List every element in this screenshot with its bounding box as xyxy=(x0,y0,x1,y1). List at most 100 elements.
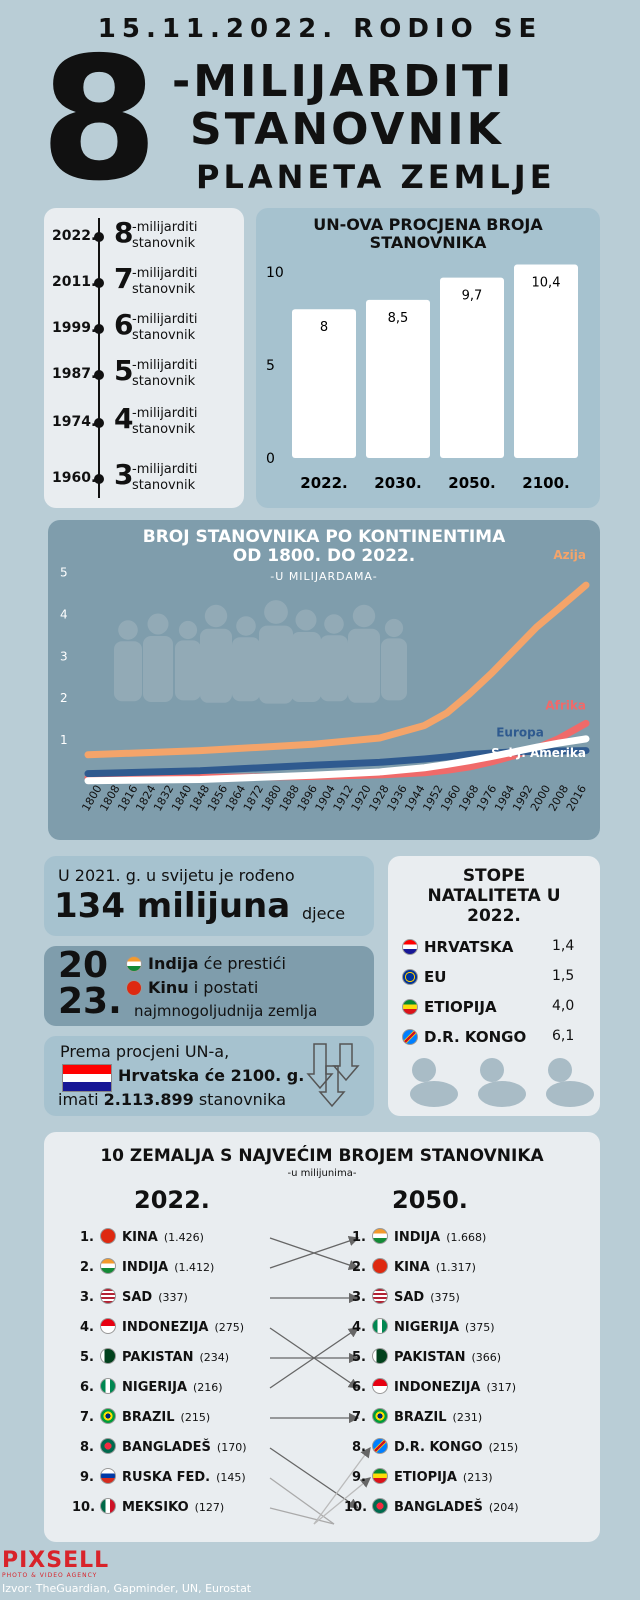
natality-value: 6,1 xyxy=(552,1028,575,1044)
ranking-row: 5. PAKISTAN (366) xyxy=(344,1348,501,1374)
bar-chart-title: UN-OVA PROCJENA BROJA STANOVNIKA xyxy=(313,215,543,252)
timeline-dot xyxy=(94,232,104,242)
india-year-bottom: 23. xyxy=(58,981,122,1022)
bar-value-label: 8 xyxy=(320,320,328,335)
timeline-text-2: stanovnik xyxy=(132,422,196,437)
ranking-value: (215) xyxy=(488,1441,519,1454)
ranking-row: 5. PAKISTAN (234) xyxy=(72,1348,229,1374)
people-silhouette-icon xyxy=(114,600,407,704)
ranking-rank: 9. xyxy=(80,1470,94,1485)
timeline-year: 1960. xyxy=(52,470,97,486)
natality-country: HRVATSKA xyxy=(424,938,514,956)
line-chart-title: BROJ STANOVNIKA PO KONTINENTIMA OD 1800.… xyxy=(142,527,506,566)
india-panel: 20 23. Indija će prestići Kinu i postati… xyxy=(44,946,374,1026)
ranking-country: SAD xyxy=(122,1290,153,1305)
timeline-number: 4 xyxy=(114,402,134,435)
ranking-country: BRAZIL xyxy=(394,1410,447,1425)
timeline-row: 1999. 6 -milijarditi stanovnik xyxy=(44,306,244,346)
india-text3: najmnogoljudnija zemlja xyxy=(134,1002,318,1020)
timeline-number: 6 xyxy=(114,308,134,341)
ranking-rank: 8. xyxy=(352,1440,366,1455)
timeline-text-2: stanovnik xyxy=(132,282,196,297)
ranking-row: 6. INDONEZIJA (317) xyxy=(344,1378,516,1404)
line-series-label: Afrika xyxy=(545,698,586,712)
ranking-value: (375) xyxy=(465,1321,495,1334)
india-label: Indija xyxy=(148,954,199,973)
ranking-rank: 6. xyxy=(352,1380,366,1395)
flag-india-icon xyxy=(126,956,142,972)
bar-chart-svg: 0 5 10 8 2022. 8,5 2030. 9,7 2050. 10,4 2100. xyxy=(266,264,578,492)
timeline-axis xyxy=(98,218,100,498)
ranking-row: 8. D.R. KONGO (215) xyxy=(344,1438,518,1464)
flag-mx-icon xyxy=(100,1498,116,1514)
ranking-arrows xyxy=(269,1236,372,1525)
bar-y-tick: 5 xyxy=(266,358,275,374)
ranking-rank: 4. xyxy=(352,1320,366,1335)
timeline-row: 1987. 5 -milijarditi stanovnik xyxy=(44,352,244,392)
timeline-row: 2022. 8 -milijarditi stanovnik xyxy=(44,214,244,254)
header-line-4: PLANETA ZEMLJE xyxy=(196,158,556,196)
bar-value-label: 8,5 xyxy=(388,311,409,326)
pixsell-logo-sub: PHOTO & VIDEO AGENCY xyxy=(2,1572,98,1579)
ranking-rank: 7. xyxy=(352,1410,366,1425)
flag-br-icon xyxy=(372,1408,388,1424)
line-series xyxy=(84,747,590,778)
natality-row: D.R. KONGO 6,1 xyxy=(402,1028,582,1050)
timeline-text-1: -milijarditi xyxy=(132,358,198,373)
line-chart-subtitle: -U MILIJARDAMA- xyxy=(270,570,378,583)
timeline-text: -milijarditi stanovnik xyxy=(132,462,197,494)
ranking-row: 6. NIGERIJA (216) xyxy=(72,1378,223,1404)
ranking-rank: 2. xyxy=(352,1260,366,1275)
ranking-arrow xyxy=(269,1447,360,1509)
ranking-country: NIGERIJA xyxy=(122,1380,188,1395)
croatia-number: 2.113.899 xyxy=(103,1090,194,1109)
timeline-text-1: -milijarditi xyxy=(132,462,198,477)
ranking-rank: 6. xyxy=(80,1380,94,1395)
natality-value: 4,0 xyxy=(552,998,575,1014)
ranking-value: (213) xyxy=(462,1471,493,1484)
line-chart-svg: 1234518001808181618241832184018481856186… xyxy=(60,548,590,814)
ranking-title: 10 ZEMALJA S NAJVEĆIM BROJEM STANOVNIKA xyxy=(100,1146,544,1166)
ranking-row: 3. SAD (375) xyxy=(344,1288,460,1314)
ranking-rank: 10. xyxy=(344,1500,368,1515)
ranking-rank: 10. xyxy=(72,1500,96,1515)
ranking-country: BANGLADEŠ xyxy=(122,1440,211,1455)
ranking-value: (275) xyxy=(214,1321,245,1334)
flag-pk-icon xyxy=(100,1348,116,1364)
ranking-subtitle: -u milijunima- xyxy=(287,1168,357,1179)
ranking-year-left: 2022. xyxy=(134,1186,210,1214)
ranking-rank: 1. xyxy=(352,1230,366,1245)
ranking-row: 4. INDONEZIJA (275) xyxy=(72,1318,244,1344)
flag-hr-icon xyxy=(402,939,418,955)
ranking-rank: 9. xyxy=(352,1470,366,1485)
flag-ru-icon xyxy=(100,1468,116,1484)
flag-croatia-icon xyxy=(62,1064,112,1092)
babies-icon xyxy=(410,1058,594,1107)
ranking-country: MEKSIKO xyxy=(122,1500,189,1515)
bar-y-tick: 0 xyxy=(266,451,275,467)
line-series-label: Europa xyxy=(496,726,544,740)
bar xyxy=(292,309,356,458)
flag-br-icon xyxy=(100,1408,116,1424)
ranking-country: BANGLADEŠ xyxy=(394,1500,483,1515)
timeline-year: 1999. xyxy=(52,320,97,336)
line-series-label: S. i J. Amerika xyxy=(491,746,586,760)
ranking-value: (127) xyxy=(194,1501,225,1514)
natality-value: 1,5 xyxy=(552,968,575,984)
timeline-text-1: -milijarditi xyxy=(132,220,198,235)
line-chart-panel: BROJ STANOVNIKA PO KONTINENTIMA OD 1800.… xyxy=(48,520,600,840)
flag-bd-icon xyxy=(100,1438,116,1454)
line-series xyxy=(84,581,590,759)
flag-bd-icon xyxy=(372,1498,388,1514)
flag-us-icon xyxy=(100,1288,116,1304)
births-panel: U 2021. g. u svijetu je rođeno 134 milij… xyxy=(44,856,374,936)
timeline-text-1: -milijarditi xyxy=(132,312,198,327)
flag-china-icon xyxy=(126,980,142,996)
bar-value-label: 10,4 xyxy=(532,276,561,291)
flag-eu-icon xyxy=(402,969,418,985)
flag-et-icon xyxy=(402,999,418,1015)
ranking-rank: 7. xyxy=(80,1410,94,1425)
ranking-value: (1.668) xyxy=(446,1231,487,1244)
timeline-year: 1987. xyxy=(52,366,97,382)
ranking-arrow xyxy=(269,1327,360,1389)
